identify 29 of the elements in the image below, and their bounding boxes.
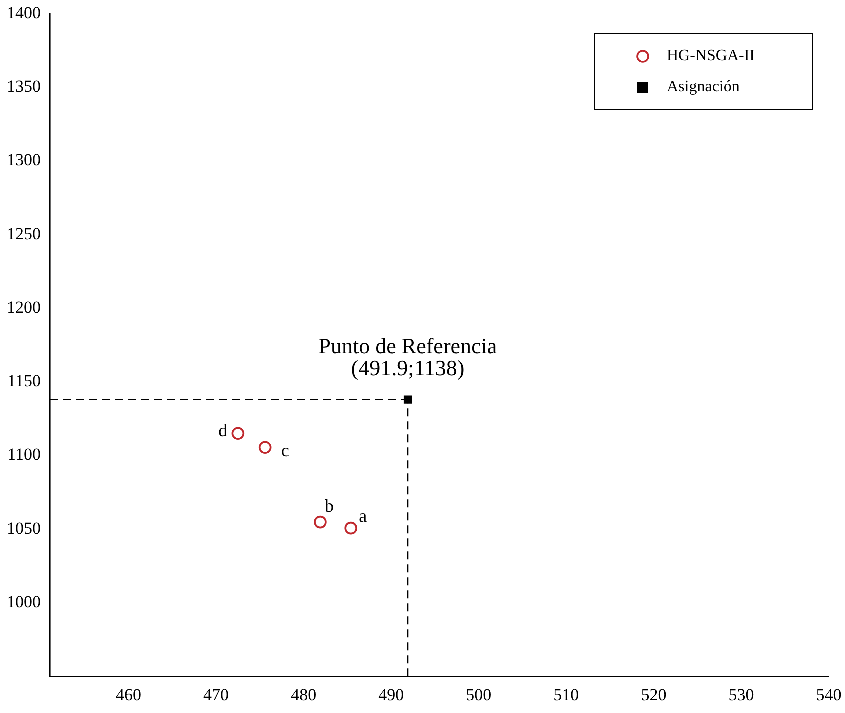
annotation: b: [324, 496, 334, 516]
x-tick-label: 510: [554, 685, 580, 704]
x-tick-label: 530: [728, 685, 754, 704]
y-tick-label: 1050: [7, 518, 41, 538]
y-tick-label: 1200: [7, 298, 41, 317]
y-tick-label: 1350: [7, 77, 41, 96]
x-tick-label: 520: [641, 685, 667, 704]
y-tick-label: 1400: [7, 3, 41, 22]
annotation: a: [359, 506, 368, 526]
y-tick-label: 1000: [7, 592, 41, 612]
x-tick-label: 500: [466, 685, 492, 704]
x-tick-label: 490: [378, 685, 404, 704]
x-tick-label: 480: [291, 685, 317, 704]
x-tick-label: 540: [816, 685, 842, 704]
x-tick-label: 470: [204, 685, 230, 704]
point: [258, 441, 272, 454]
legend-label: Asignación: [667, 78, 740, 96]
annotation: c: [281, 440, 290, 460]
x-tick-label: 460: [116, 685, 142, 704]
y-tick-label: 1100: [8, 445, 41, 464]
y-tick-label: 1150: [8, 372, 41, 391]
point: [404, 396, 412, 404]
point: [232, 427, 245, 440]
y-tick-label: 1250: [7, 224, 41, 244]
point: [314, 516, 327, 529]
annotation: d: [218, 420, 228, 440]
point: [344, 522, 358, 535]
y-tick-label: 1300: [7, 150, 41, 170]
legend-label: HG-NSGA-II: [667, 48, 755, 65]
